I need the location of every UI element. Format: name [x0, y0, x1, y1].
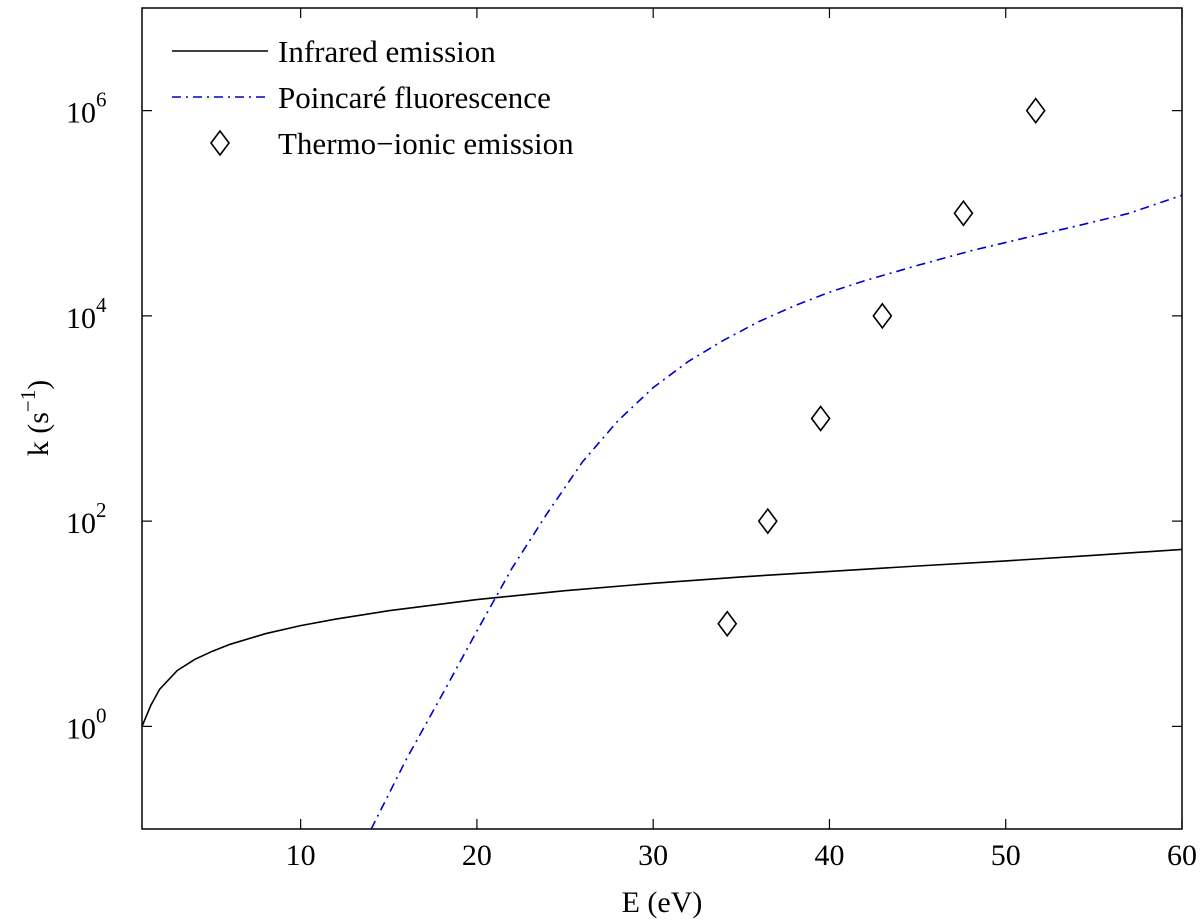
y-axis-title: k (s−1) [16, 380, 55, 457]
x-tick-label: 40 [814, 839, 844, 872]
legend-label: Infrared emission [278, 34, 496, 69]
y-tick-label: 104 [66, 293, 107, 335]
x-tick-label: 30 [638, 839, 668, 872]
thermo-ionic-point [810, 405, 831, 432]
thermo-ionic-point [1025, 97, 1046, 124]
y-tick-label: 106 [66, 88, 107, 130]
legend-label: Thermo−ionic emission [278, 126, 574, 161]
tick-labels: 10 20 30 40 50 60 100 102 104 106 [66, 88, 1197, 872]
x-tick-label: 10 [286, 839, 316, 872]
thermo-ionic-point [757, 507, 778, 535]
series-layer [142, 97, 1182, 829]
x-tick-label: 60 [1167, 839, 1197, 872]
legend-marker-thermo-ionic [210, 129, 230, 157]
legend: Infrared emission Poincaré fluorescence Th… [172, 34, 574, 161]
y-tick-label: 102 [66, 498, 107, 540]
infrared-emission-line [142, 548, 1182, 727]
thermo-ionic-point [953, 199, 974, 227]
x-axis-title: E (eV) [622, 886, 703, 919]
poincare-fluorescence-line [370, 194, 1182, 829]
plot-area [141, 7, 1183, 830]
legend-label: Poincaré fluorescence [278, 80, 551, 115]
y-tick-label: 100 [66, 703, 107, 745]
thermo-ionic-point [717, 610, 738, 638]
axis-ticks [142, 8, 1183, 829]
x-tick-label: 20 [462, 839, 492, 872]
x-tick-label: 50 [991, 839, 1021, 872]
thermo-ionic-point [872, 302, 893, 330]
